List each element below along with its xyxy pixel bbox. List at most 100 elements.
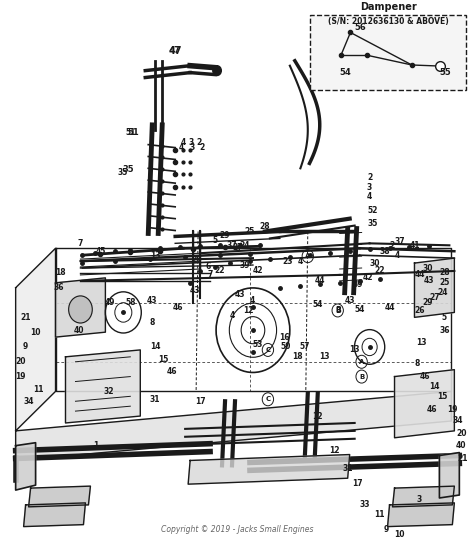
- Text: 28: 28: [260, 222, 270, 231]
- Text: 40: 40: [456, 441, 466, 450]
- Text: 7: 7: [78, 239, 83, 248]
- Text: 35: 35: [367, 219, 378, 228]
- Text: 35: 35: [122, 165, 134, 174]
- Text: B: B: [335, 306, 341, 315]
- Text: 13: 13: [349, 345, 360, 355]
- Text: 12: 12: [243, 306, 253, 315]
- Text: 3: 3: [417, 495, 422, 505]
- Text: C: C: [265, 396, 271, 402]
- Text: 2: 2: [367, 173, 372, 182]
- Text: 17: 17: [195, 397, 205, 406]
- Text: 17: 17: [352, 479, 363, 488]
- Text: 2: 2: [197, 138, 202, 147]
- Text: 14: 14: [429, 382, 440, 391]
- Text: 43: 43: [345, 296, 355, 305]
- Text: 11: 11: [374, 510, 385, 519]
- Text: 13: 13: [150, 251, 161, 260]
- Text: A: A: [359, 358, 365, 365]
- Text: 9: 9: [384, 525, 389, 534]
- Text: 25: 25: [439, 278, 449, 287]
- Polygon shape: [28, 486, 91, 507]
- Text: 35: 35: [117, 168, 128, 177]
- Polygon shape: [392, 486, 455, 507]
- Text: 4: 4: [367, 193, 372, 201]
- Text: 46: 46: [427, 405, 438, 413]
- Text: 10: 10: [30, 328, 41, 337]
- Text: 40: 40: [73, 326, 84, 335]
- Polygon shape: [55, 278, 105, 337]
- Text: 51: 51: [128, 128, 139, 137]
- Text: 8: 8: [415, 359, 420, 368]
- Text: 4: 4: [179, 143, 184, 152]
- Text: 46: 46: [173, 303, 183, 312]
- Text: 21: 21: [457, 454, 467, 463]
- Text: Dampener: Dampener: [360, 2, 417, 12]
- Text: 13: 13: [319, 352, 330, 361]
- Text: 37: 37: [227, 241, 237, 250]
- Text: 12: 12: [312, 412, 323, 421]
- Text: 5: 5: [212, 236, 218, 245]
- Text: 29: 29: [422, 298, 433, 307]
- Text: 13: 13: [416, 338, 427, 346]
- Text: 9: 9: [23, 343, 28, 351]
- Text: 24: 24: [437, 288, 447, 297]
- Text: 2: 2: [389, 241, 394, 250]
- Text: 4: 4: [395, 251, 400, 260]
- Text: 25: 25: [245, 227, 255, 236]
- Text: 20: 20: [456, 429, 466, 438]
- Text: 36: 36: [439, 326, 450, 335]
- Text: 34: 34: [452, 417, 463, 425]
- Text: 34: 34: [23, 397, 34, 406]
- Polygon shape: [388, 503, 455, 526]
- Polygon shape: [16, 248, 55, 431]
- Text: 47: 47: [170, 46, 181, 55]
- Polygon shape: [394, 369, 455, 438]
- Text: 4: 4: [297, 256, 302, 266]
- Text: 19: 19: [15, 372, 26, 381]
- Polygon shape: [188, 455, 350, 484]
- Text: 46: 46: [419, 372, 430, 381]
- Text: 28: 28: [439, 268, 450, 277]
- Text: 49: 49: [105, 298, 116, 307]
- Text: 3: 3: [190, 143, 195, 152]
- Text: 30: 30: [422, 264, 433, 272]
- Text: 54: 54: [340, 68, 352, 77]
- Text: 54: 54: [355, 305, 365, 314]
- Text: Copyright © 2019 - Jacks Small Engines: Copyright © 2019 - Jacks Small Engines: [161, 525, 313, 534]
- Text: 50: 50: [281, 343, 291, 351]
- Text: 46: 46: [167, 367, 177, 376]
- Polygon shape: [24, 503, 85, 526]
- Text: 3: 3: [189, 138, 194, 147]
- Text: 19: 19: [447, 405, 457, 413]
- Text: 1: 1: [93, 441, 98, 450]
- Text: 15: 15: [158, 355, 168, 365]
- Text: 39: 39: [240, 261, 250, 270]
- Text: 14: 14: [150, 343, 161, 351]
- Circle shape: [69, 296, 92, 323]
- Text: 3: 3: [367, 183, 372, 192]
- Text: 31: 31: [150, 395, 161, 404]
- Text: 44: 44: [315, 276, 325, 285]
- Text: 2: 2: [200, 143, 205, 152]
- FancyBboxPatch shape: [310, 15, 466, 91]
- Text: 32: 32: [103, 387, 114, 396]
- Text: 56: 56: [354, 23, 366, 31]
- Text: 47: 47: [323, 71, 337, 81]
- Text: 7: 7: [208, 271, 213, 279]
- Text: 43: 43: [147, 296, 157, 305]
- Polygon shape: [16, 442, 36, 490]
- Text: 27: 27: [233, 243, 243, 252]
- Text: 26: 26: [414, 306, 425, 315]
- Text: 53: 53: [253, 339, 263, 349]
- Text: 37: 37: [394, 237, 405, 246]
- Circle shape: [213, 66, 221, 76]
- Text: 33: 33: [359, 500, 370, 509]
- Text: 16: 16: [280, 333, 290, 341]
- Text: 43: 43: [190, 286, 201, 295]
- Text: 43: 43: [235, 290, 245, 299]
- Text: 12: 12: [329, 446, 340, 455]
- Text: 5: 5: [442, 313, 447, 322]
- Text: 43: 43: [424, 276, 435, 285]
- Text: 27: 27: [429, 293, 440, 302]
- Text: 47: 47: [322, 73, 333, 82]
